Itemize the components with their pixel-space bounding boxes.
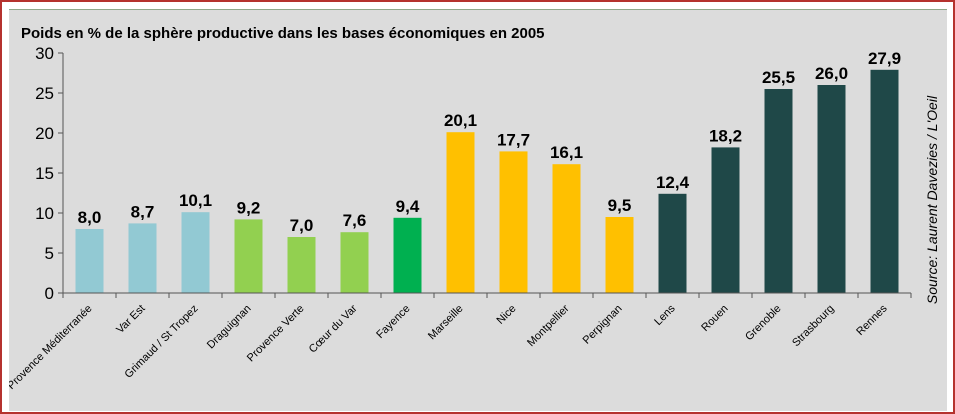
bar — [817, 85, 846, 293]
data-label: 27,9 — [868, 49, 901, 68]
x-tick-label: Nice — [495, 303, 519, 327]
x-tick-label: Lens — [652, 302, 678, 328]
bar — [711, 147, 740, 293]
chart-panel: Poids en % de la sphère productive dans … — [9, 9, 947, 411]
data-label: 12,4 — [656, 173, 690, 192]
data-label: 7,6 — [343, 211, 367, 230]
data-label: 9,4 — [396, 197, 420, 216]
y-tick-label: 5 — [45, 244, 54, 263]
data-label: 9,2 — [237, 198, 261, 217]
bar — [870, 69, 899, 293]
data-label: 20,1 — [444, 111, 477, 130]
x-tick-label: Marseille — [426, 303, 466, 343]
y-tick-label: 20 — [35, 124, 54, 143]
x-tick-label: Montpellier — [525, 302, 572, 349]
bar — [181, 212, 210, 293]
bar — [234, 219, 263, 293]
bar — [446, 132, 475, 293]
bar — [658, 193, 687, 293]
bar — [75, 229, 104, 293]
x-tick-label: Grenoble — [743, 303, 783, 343]
x-tick-label: Rouen — [699, 303, 730, 334]
bar — [764, 89, 793, 293]
x-tick-label: Provence Méditerranée — [9, 303, 95, 392]
y-tick-label: 25 — [35, 84, 54, 103]
y-tick-label: 30 — [35, 44, 54, 63]
y-tick-label: 0 — [45, 284, 54, 303]
y-tick-label: 10 — [35, 204, 54, 223]
source-note: Source: Laurent Davezies / L'Oeil — [924, 95, 940, 304]
x-tick-label: Cœur du Var — [307, 302, 360, 355]
bar-chart: Poids en % de la sphère productive dans … — [9, 25, 940, 392]
data-label: 8,0 — [78, 208, 102, 227]
x-tick-label: Rennes — [854, 302, 890, 338]
data-label: 7,0 — [290, 216, 314, 235]
bar — [287, 237, 316, 293]
y-tick-label: 15 — [35, 164, 54, 183]
bar — [340, 232, 369, 293]
data-label: 8,7 — [131, 202, 155, 221]
x-tick-label: Var Est — [114, 303, 147, 336]
data-label: 9,5 — [608, 196, 632, 215]
data-label: 26,0 — [815, 64, 848, 83]
data-label: 16,1 — [550, 143, 583, 162]
bar — [128, 223, 157, 293]
y-axis: 0 5 10 15 20 25 30 — [35, 44, 64, 303]
chart-title: Poids en % de la sphère productive dans … — [21, 25, 545, 42]
x-tick-label: Perpignan — [581, 303, 625, 347]
data-label: 18,2 — [709, 126, 742, 145]
x-tick-label: Fayence — [374, 303, 412, 341]
bar — [499, 151, 528, 293]
data-label: 17,7 — [497, 130, 530, 149]
bar — [393, 217, 422, 293]
bars: 8,0 8,7 10,1 9,2 7,0 7,6 9,4 20,1 17,7 16,1 9,5 12,… — [75, 49, 901, 293]
bar — [552, 164, 581, 293]
x-tick-label: Strasbourg — [790, 303, 837, 350]
x-tick-label: Draguignan — [205, 303, 254, 352]
data-label: 25,5 — [762, 68, 795, 87]
data-label: 10,1 — [179, 191, 212, 210]
x-tick-label: Provence Verte — [245, 303, 307, 365]
bar — [605, 217, 634, 293]
